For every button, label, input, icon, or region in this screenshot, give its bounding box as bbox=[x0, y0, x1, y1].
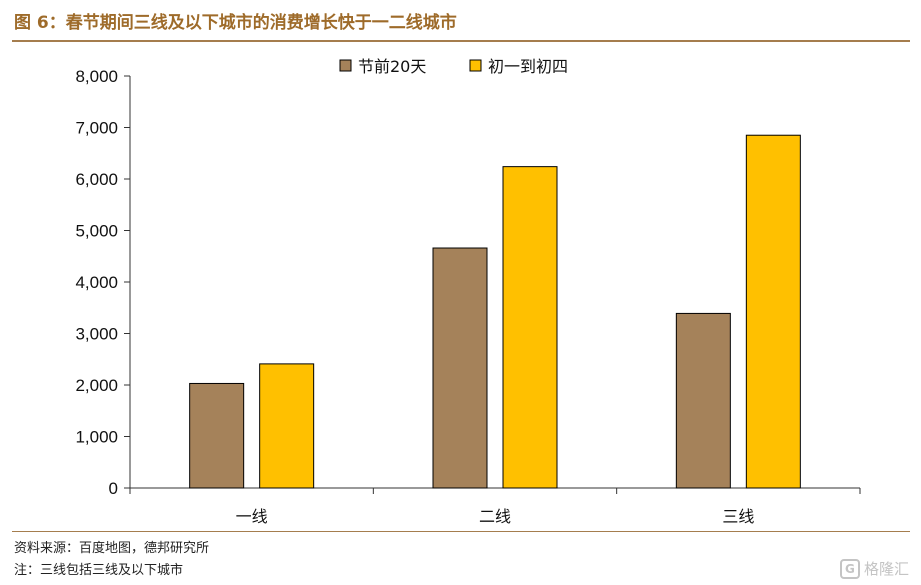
y-tick-label: 6,000 bbox=[75, 170, 118, 189]
footnote: 注：三线包括三线及以下城市 bbox=[14, 563, 184, 578]
bar-festival bbox=[745, 134, 801, 489]
y-tick-label: 0 bbox=[109, 479, 118, 498]
watermark-logo-icon: G bbox=[839, 558, 860, 579]
title-divider bbox=[12, 40, 910, 42]
bar-pre-festival bbox=[189, 382, 245, 489]
bar-pre-festival bbox=[675, 312, 731, 489]
figure-title: 图 6：春节期间三线及以下城市的消费增长快于一二线城市 bbox=[14, 13, 457, 33]
y-tick-label: 1,000 bbox=[75, 428, 118, 447]
bar-pre-festival bbox=[432, 247, 488, 489]
x-category-label: 一线 bbox=[236, 507, 268, 526]
y-tick-label: 5,000 bbox=[75, 222, 118, 241]
x-category-label: 二线 bbox=[479, 507, 511, 526]
bar-festival bbox=[502, 166, 558, 489]
x-category-label: 三线 bbox=[722, 507, 754, 526]
source-note: 资料来源：百度地图，德邦研究所 bbox=[14, 541, 210, 556]
y-tick-label: 3,000 bbox=[75, 325, 118, 344]
y-tick-label: 8,000 bbox=[75, 67, 118, 86]
watermark: G 格隆汇 bbox=[839, 558, 909, 579]
bar-festival bbox=[259, 363, 315, 489]
y-tick-label: 7,000 bbox=[75, 119, 118, 138]
bar-chart: 0 1,000 2,000 3,000 4,000 5,000 6,000 7,000 8,00… bbox=[75, 57, 861, 526]
y-tick-label: 4,000 bbox=[75, 273, 118, 292]
y-tick-label: 2,000 bbox=[75, 376, 118, 395]
footer-divider bbox=[12, 531, 910, 532]
watermark-text: 格隆汇 bbox=[863, 560, 909, 578]
legend-label: 节前20天 bbox=[358, 57, 426, 76]
legend-swatch bbox=[469, 59, 482, 72]
legend-label: 初一到初四 bbox=[488, 57, 568, 76]
legend-swatch bbox=[339, 59, 352, 72]
